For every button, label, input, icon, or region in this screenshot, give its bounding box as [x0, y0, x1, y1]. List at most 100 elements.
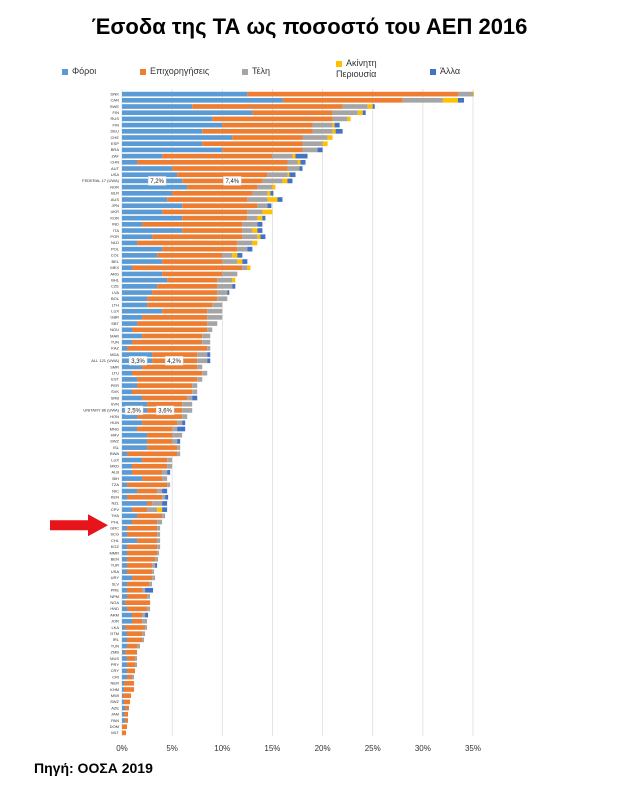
- bar-segment-grants: [127, 581, 150, 587]
- bar-segment-other: [260, 234, 266, 240]
- bar-segment-fees: [237, 240, 253, 246]
- legend-label: Ακίνητη Περιουσία: [336, 58, 377, 79]
- row-label: MAR: [110, 333, 119, 338]
- bar-segment-fees: [312, 128, 333, 134]
- bar-segment-property: [252, 240, 258, 246]
- legend-item-other: Άλλα: [430, 66, 460, 77]
- bar-segment-grants: [157, 253, 223, 258]
- bar-segment-taxes: [122, 457, 143, 463]
- bar-segment-fees: [217, 284, 233, 289]
- bar-segment-grants: [132, 470, 163, 475]
- bar-segment-property: [357, 110, 363, 116]
- bar-segment-taxes: [122, 122, 223, 128]
- row-label: ZMB: [111, 650, 120, 655]
- bar-segment-other: [247, 246, 253, 252]
- bar-segment-taxes: [122, 550, 128, 556]
- bar-segment-property: [347, 116, 351, 122]
- bar-segment-fees: [162, 494, 166, 500]
- bar-segment-taxes: [122, 135, 233, 140]
- bar-segment-grants: [127, 569, 153, 574]
- bar-segment-other: [192, 395, 198, 401]
- bar-segment-grants: [222, 147, 303, 153]
- row-label: UKR: [111, 209, 120, 214]
- row-label: BOL: [111, 296, 120, 301]
- row-label: NOR: [110, 184, 119, 189]
- bar-segment-taxes: [122, 705, 126, 711]
- row-label: SVN: [111, 401, 119, 406]
- annotation-label: 3,6%: [158, 408, 172, 414]
- bar-segment-fees: [202, 370, 208, 376]
- row-label: ITA: [113, 228, 119, 233]
- row-label: LVA: [112, 290, 119, 295]
- row-label: HON: [110, 414, 119, 419]
- bar-segment-grants: [123, 693, 132, 699]
- bar-segment-other: [165, 494, 169, 500]
- bar-segment-property: [257, 234, 261, 240]
- bar-segment-grants: [124, 680, 135, 686]
- bar-segment-other: [207, 358, 211, 364]
- bar-segment-grants: [162, 209, 248, 215]
- bar-segment-taxes: [122, 507, 133, 512]
- bar-segment-taxes: [122, 401, 148, 407]
- bar-segment-taxes: [122, 228, 183, 233]
- row-label: NIC: [112, 488, 119, 493]
- bar-segment-fees: [147, 507, 158, 512]
- row-label: BIH: [112, 476, 119, 481]
- source-note: Πηγή: ΟΟΣΑ 2019: [34, 760, 153, 776]
- bar-segment-grants: [127, 631, 143, 636]
- x-tick-label: 30%: [415, 744, 431, 753]
- bar-segment-taxes: [122, 656, 128, 661]
- legend-swatch-grants: [140, 68, 146, 75]
- x-tick-label: 10%: [214, 744, 230, 753]
- row-label: CZE: [111, 284, 119, 289]
- bar-segment-grants: [147, 501, 153, 506]
- bar-segment-fees: [332, 110, 358, 116]
- bar-segment-grants: [124, 699, 131, 705]
- bar-segment-other: [335, 128, 343, 134]
- row-label: FIN: [113, 110, 120, 115]
- row-label: KAZ: [111, 346, 119, 351]
- bar-segment-grants: [157, 284, 218, 289]
- bar-segment-fees: [182, 414, 188, 419]
- bar-segment-taxes: [122, 97, 283, 103]
- bar-segment-grants: [127, 563, 153, 568]
- bar-segment-taxes: [122, 153, 163, 159]
- row-label: POL: [111, 246, 120, 251]
- bar-segment-grants: [142, 333, 203, 339]
- bar-segment-grants: [162, 246, 238, 252]
- bar-segment-other: [270, 191, 274, 196]
- row-label: SMR: [110, 364, 119, 369]
- bar-segment-fees: [182, 408, 193, 413]
- bar-segment-fees: [222, 259, 238, 264]
- bar-segment-taxes: [122, 463, 133, 469]
- bar-segment-property: [332, 128, 336, 134]
- bar-segment-grants: [132, 575, 153, 581]
- row-label: PRY: [111, 662, 119, 667]
- row-label: SWZ: [110, 699, 119, 704]
- bar-segment-property: [257, 215, 263, 221]
- row-label: MMR: [109, 550, 119, 555]
- highlight-arrow-icon: [50, 514, 108, 537]
- row-label: SCG: [110, 532, 119, 537]
- bar-segment-fees: [257, 184, 273, 190]
- bar-segment-taxes: [122, 674, 128, 680]
- bar-segment-taxes: [122, 159, 138, 165]
- row-label: GTM: [110, 631, 119, 636]
- bar-segment-property: [272, 184, 276, 190]
- bar-segment-grants: [127, 544, 158, 550]
- bar-segment-taxes: [122, 240, 138, 246]
- bar-segment-property: [327, 135, 333, 140]
- bar-segment-taxes: [122, 377, 138, 382]
- bar-segment-other: [207, 352, 211, 357]
- bar-segment-property: [252, 228, 258, 233]
- bar-segment-taxes: [122, 308, 163, 314]
- bar-segment-grants: [127, 494, 163, 500]
- bar-segment-taxes: [122, 147, 223, 153]
- bar-segment-fees: [207, 321, 218, 326]
- bar-segment-fees: [187, 395, 193, 401]
- bar-segment-taxes: [122, 116, 213, 122]
- bar-segment-fees: [147, 594, 151, 599]
- bar-segment-fees: [157, 538, 161, 543]
- bar-segment-fees: [247, 215, 258, 221]
- bar-segment-fees: [197, 352, 208, 357]
